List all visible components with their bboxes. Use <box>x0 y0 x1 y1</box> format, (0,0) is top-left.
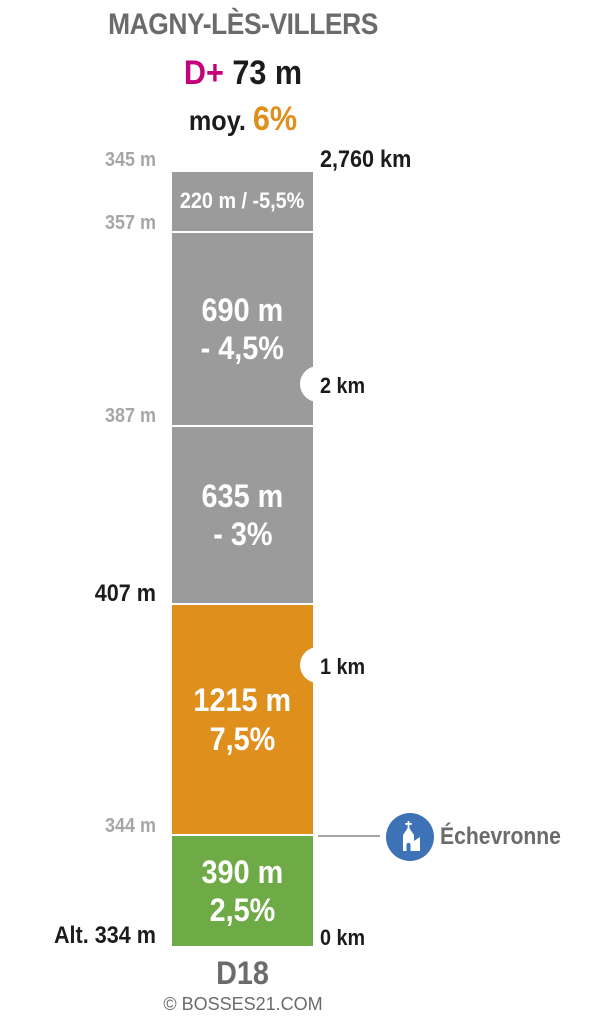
km-notch-1 <box>300 647 326 683</box>
town-badge <box>386 813 434 861</box>
road-number: D18 <box>216 955 269 991</box>
km-label: 2,760 km <box>320 146 412 173</box>
segment-3-length: 635 m <box>201 477 284 514</box>
altitude-label: Alt. 334 m <box>53 922 157 949</box>
segment-4-gradient: 7,5% <box>209 720 276 757</box>
climb-title: MAGNY-LÈS-VILLERS <box>108 8 378 41</box>
copyright: © BOSSES21.COM <box>163 994 323 1014</box>
km-notch-2 <box>300 366 326 402</box>
segment-1: 220 m / -5,5% <box>172 172 313 233</box>
segment-5: 390 m 2,5% <box>172 836 313 946</box>
segment-3: 635 m - 3% <box>172 427 313 605</box>
altitude-label: 387 m <box>104 405 156 427</box>
segment-5-gradient: 2,5% <box>209 892 276 928</box>
town-leader-line <box>318 835 380 837</box>
average-gradient: moy. 6% <box>24 100 461 139</box>
elevation-gain: D+ 73 m <box>24 54 461 93</box>
km-label: 1 km <box>320 654 366 679</box>
altitude-label: 407 m <box>94 580 156 607</box>
segment-1-label: 220 m / -5,5% <box>180 188 305 214</box>
segment-2: 690 m - 4,5% <box>172 233 313 427</box>
altitude-label: 345 m <box>104 149 156 171</box>
altitude-label: 357 m <box>104 212 156 234</box>
average-gradient-label: moy. <box>188 105 246 136</box>
segment-3-gradient: - 3% <box>212 516 273 552</box>
segment-4: 1215 m 7,5% <box>172 605 313 836</box>
elevation-gain-label: D+ <box>183 54 224 92</box>
km-label: 2 km <box>320 373 366 398</box>
church-icon <box>403 821 420 851</box>
altitude-label: 344 m <box>104 815 156 837</box>
segment-2-gradient: - 4,5% <box>200 330 285 366</box>
segment-2-length: 690 m <box>201 291 284 328</box>
segment-4-length: 1215 m <box>193 682 292 719</box>
elevation-gain-value: 73 m <box>232 54 303 92</box>
average-gradient-value: 6% <box>252 100 298 138</box>
segment-5-length: 390 m <box>201 853 284 890</box>
km-label: 0 km <box>320 925 366 950</box>
town-name: Échevronne <box>440 823 561 850</box>
